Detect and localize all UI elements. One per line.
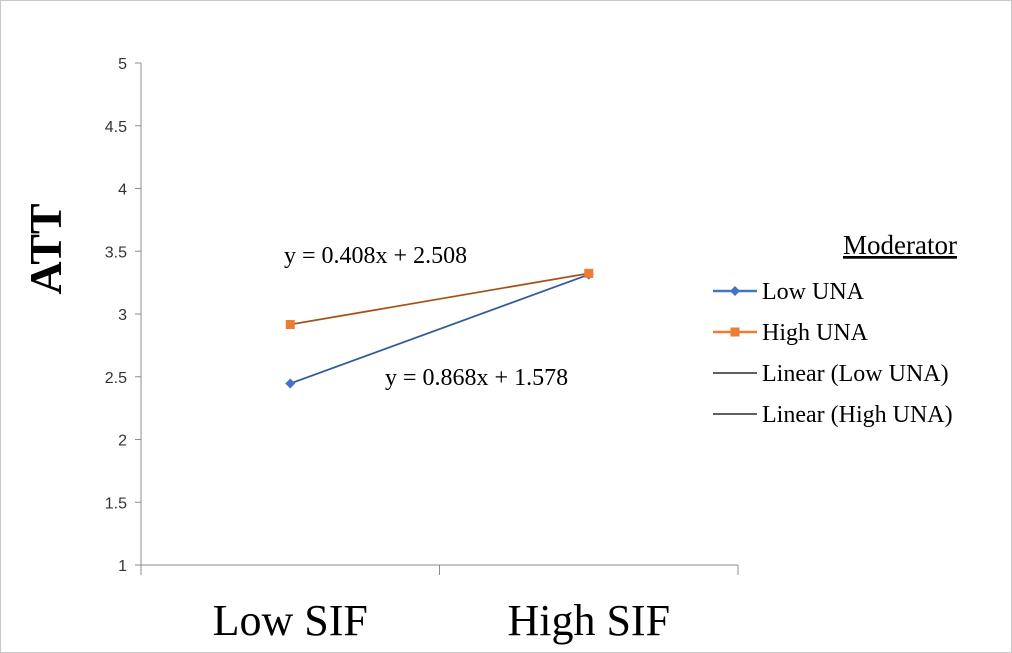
y-tick-label: 2.5 [105,370,127,387]
trendline-equation-low-una: y = 0.868x + 1.578 [385,365,568,391]
y-tick-label: 3 [118,307,127,324]
axes [135,62,739,575]
y-tick-label: 2 [118,433,127,450]
x-category-label: High SIF [507,596,670,645]
y-tick-label: 5 [118,56,127,73]
x-category-label: Low SIF [213,596,368,645]
legend-entry-label: High UNA [762,320,869,346]
y-tick-label: 4 [118,182,127,199]
legend-marker-diamond [730,286,740,296]
y-tick-labels: 1 1.5 2 2.5 3 3.5 4 4.5 5 [105,56,127,575]
trendline-equation-high-una: y = 0.408x + 2.508 [284,243,467,269]
legend-entry-label: Linear (High UNA) [762,402,953,428]
y-tick-label: 3.5 [105,244,127,261]
x-category-labels: Low SIF High SIF [213,596,670,645]
legend-title: Moderator [843,230,957,260]
data-point-high-una [584,268,594,278]
y-tick-label: 4.5 [105,119,127,136]
y-tick-label: 1 [118,558,127,575]
legend-marker-square [730,327,740,337]
y-axis-title: ATT [20,203,71,294]
legend-entry-label: Linear (Low UNA) [762,361,949,387]
series-line-high-una [290,272,589,326]
legend-entry-label: Low UNA [762,279,865,305]
data-point-high-una [285,320,295,330]
series-lines [289,272,590,385]
series-markers [285,268,594,389]
y-tick-label: 1.5 [105,495,127,512]
data-point-low-una [285,378,296,389]
legend: Moderator Low UNA High UNA Linear (Low UNA… [713,230,957,428]
series-line-low-una [289,273,590,385]
